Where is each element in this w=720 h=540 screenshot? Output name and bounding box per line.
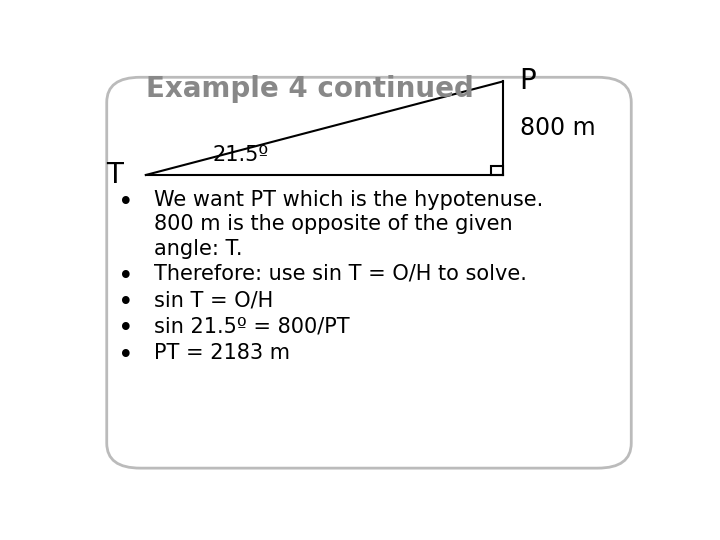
Text: 21.5º: 21.5º xyxy=(213,145,269,165)
Text: P: P xyxy=(520,68,536,96)
Text: T: T xyxy=(107,161,124,189)
FancyBboxPatch shape xyxy=(107,77,631,468)
Text: Therefore: use sin T = O/H to solve.: Therefore: use sin T = O/H to solve. xyxy=(154,264,527,284)
Text: Example 4 continued: Example 4 continued xyxy=(145,75,474,103)
Text: 800 m: 800 m xyxy=(520,116,595,140)
Text: sin T = O/H: sin T = O/H xyxy=(154,290,274,310)
Text: •: • xyxy=(119,316,134,342)
Text: •: • xyxy=(119,342,134,369)
Text: •: • xyxy=(119,190,134,215)
Text: PT = 2183 m: PT = 2183 m xyxy=(154,342,290,362)
Text: sin 21.5º = 800/PT: sin 21.5º = 800/PT xyxy=(154,316,350,336)
Text: We want PT which is the hypotenuse.
800 m is the opposite of the given
angle: T.: We want PT which is the hypotenuse. 800 … xyxy=(154,190,544,259)
Text: •: • xyxy=(119,264,134,290)
Text: •: • xyxy=(119,290,134,316)
